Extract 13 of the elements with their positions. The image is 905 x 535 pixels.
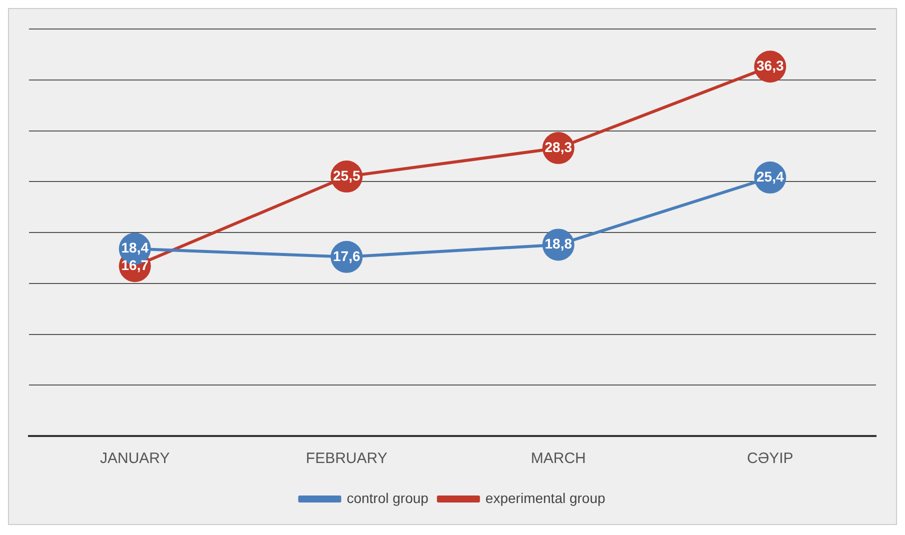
data-label: 28,3 — [544, 138, 572, 155]
x-tick-label: MARCH — [530, 450, 586, 468]
x-tick-label: FEBRUARY — [306, 450, 388, 468]
x-tick-label: JANUARY — [100, 450, 170, 468]
data-label: 25,5 — [333, 167, 360, 184]
data-label: 18,8 — [544, 236, 572, 252]
data-label: 25,4 — [756, 168, 784, 184]
data-label: 36,3 — [756, 58, 784, 74]
legend-label: control group — [346, 490, 429, 506]
legend-label: experimental group — [485, 490, 606, 506]
data-label: 18,4 — [121, 240, 149, 256]
data-label: 17,6 — [333, 248, 360, 264]
x-tick-label: CƏYIP — [746, 450, 794, 468]
